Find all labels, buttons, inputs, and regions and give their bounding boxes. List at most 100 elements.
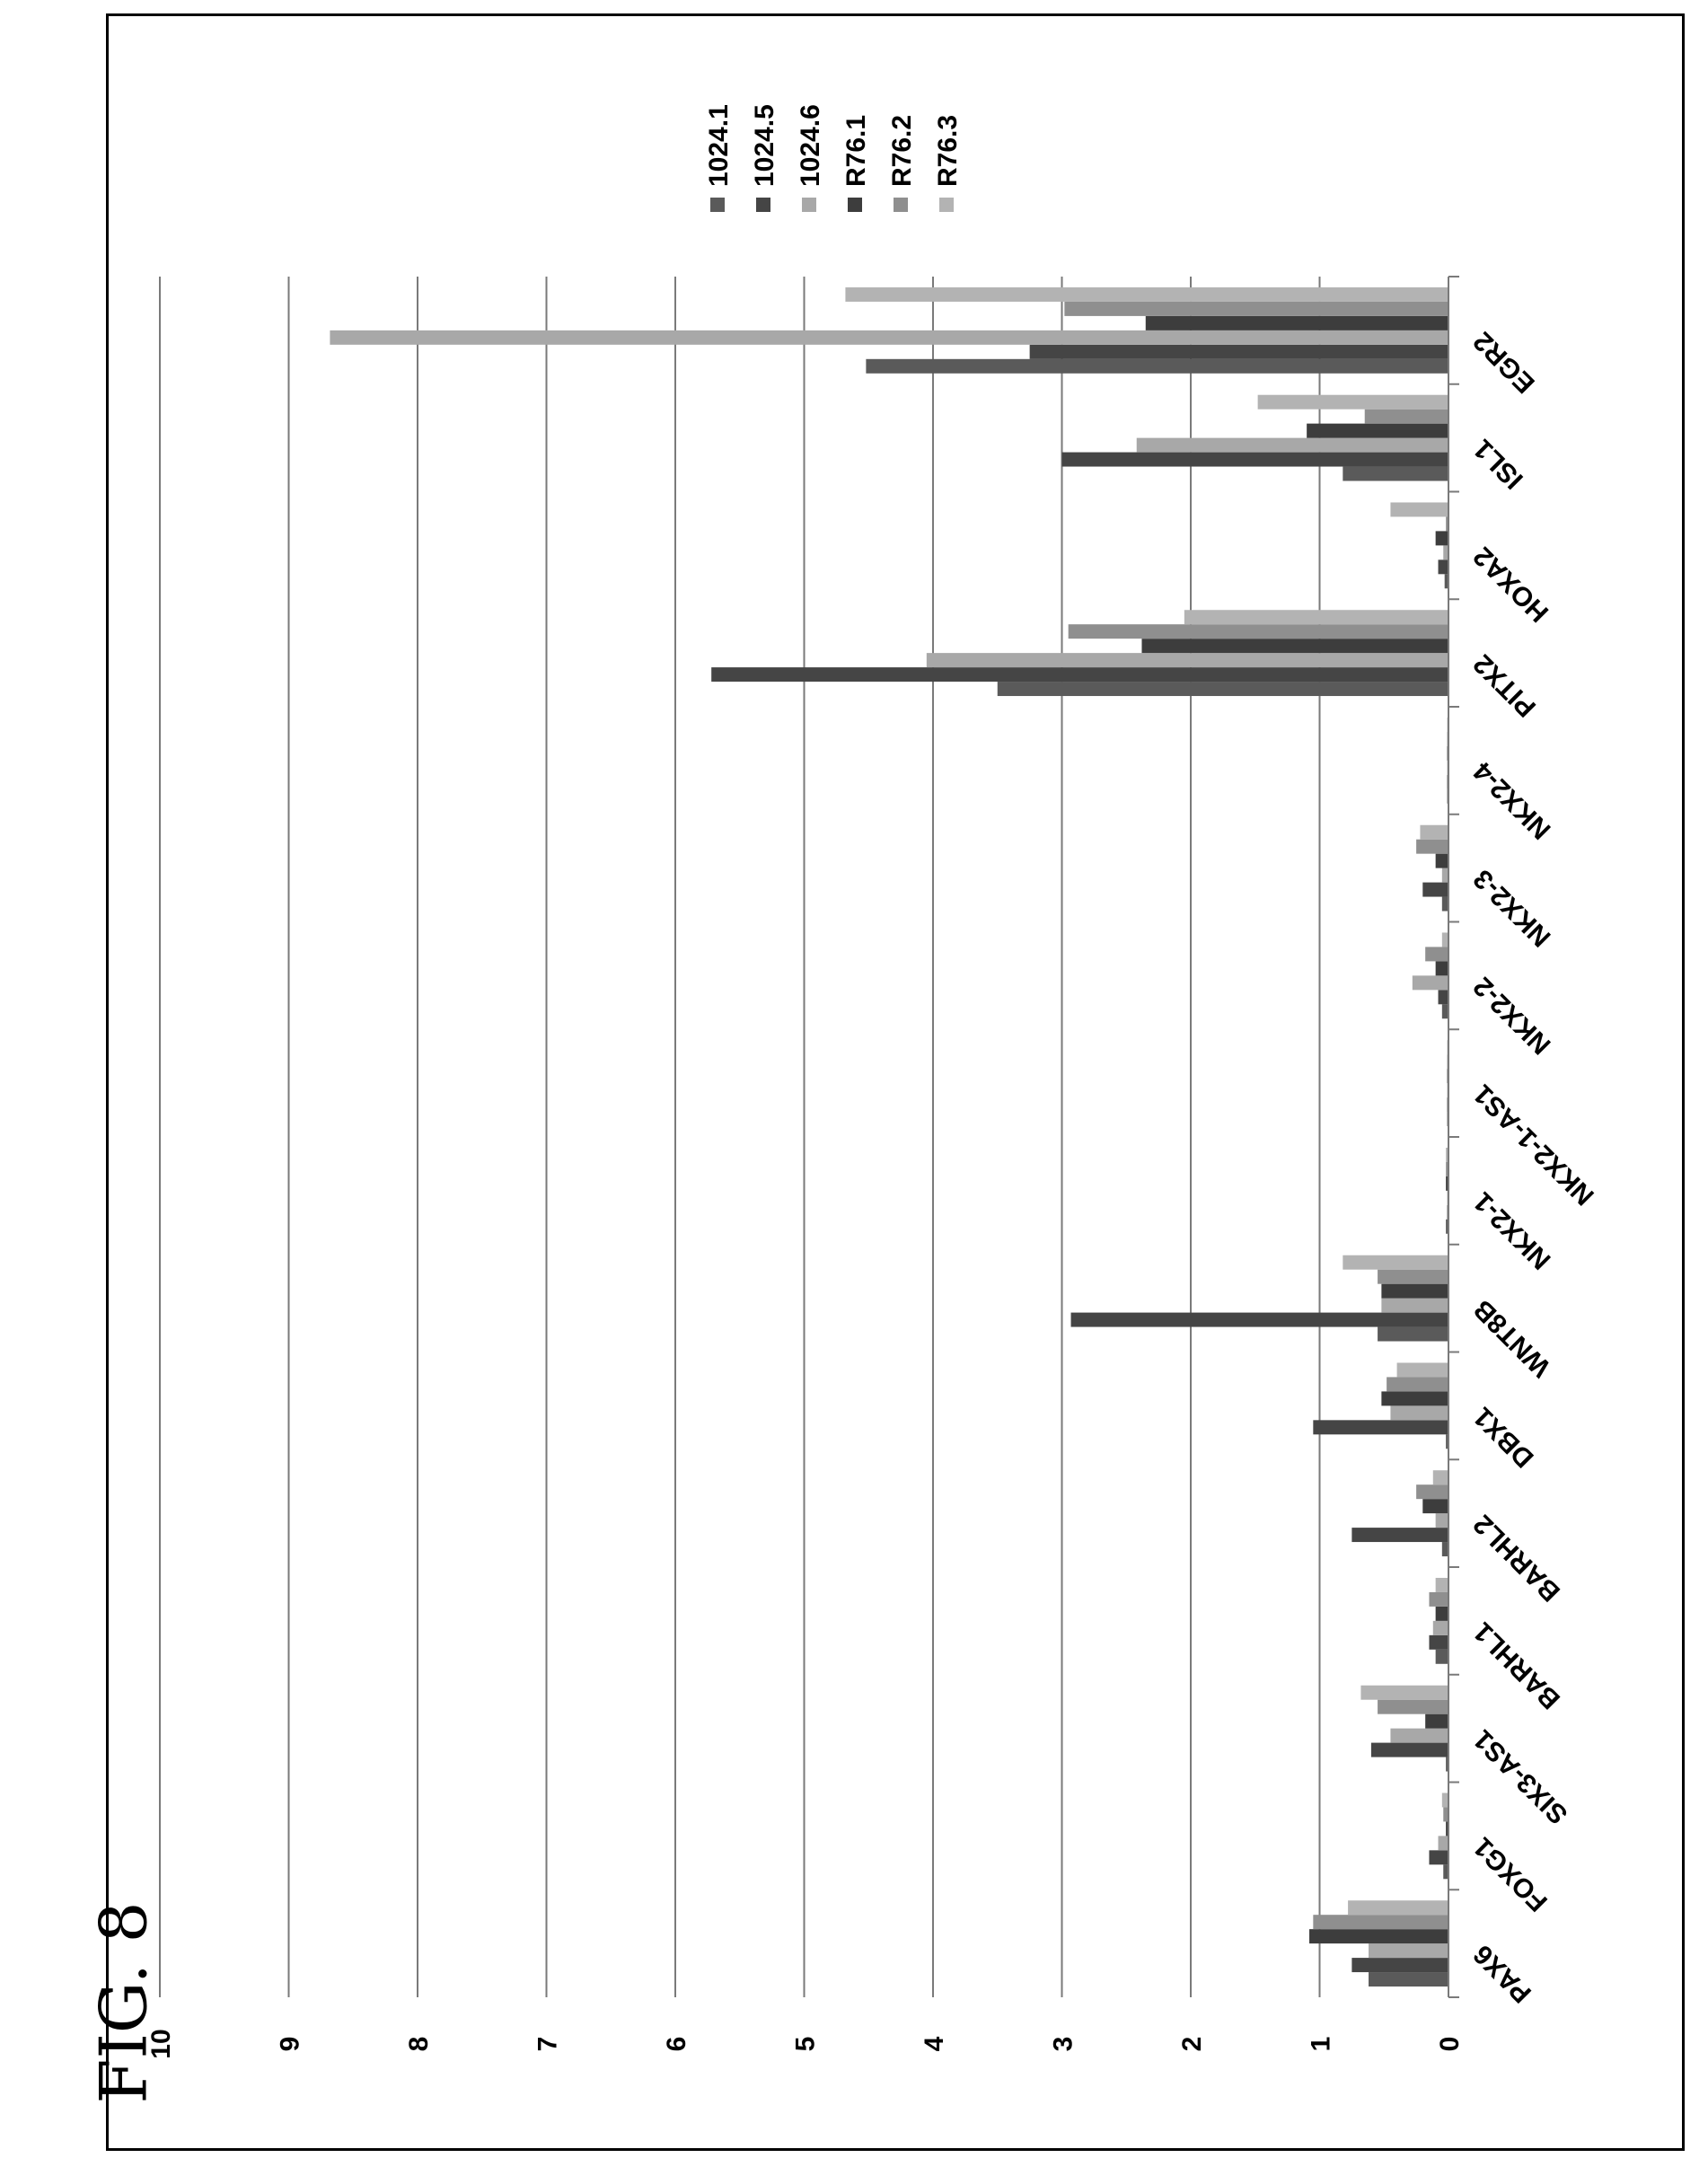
bar-R76.1-BARHL1 xyxy=(1435,1606,1448,1621)
bar-1024.6-PAX6 xyxy=(1369,1943,1448,1959)
bar-R76.1-SIX3-AS1 xyxy=(1425,1713,1448,1729)
bar-R76.2-FOXG1 xyxy=(1443,1807,1448,1822)
bar-R76.2-NKX2-2 xyxy=(1425,947,1448,962)
bar-1024.6-NKX2-2 xyxy=(1412,975,1448,991)
legend-swatch xyxy=(756,198,770,212)
bar-R76.1-WNT8B xyxy=(1381,1283,1448,1299)
legend-swatch xyxy=(939,198,954,212)
bar-1024.5-DBX1 xyxy=(1313,1420,1448,1435)
bar-1024.6-WNT8B xyxy=(1381,1298,1448,1313)
bar-R76.3-EGR2 xyxy=(845,286,1448,302)
bar-1024.1-HOXA2 xyxy=(1444,574,1448,589)
bar-1024.6-PITX2 xyxy=(926,653,1448,668)
bar-1024.6-DBX1 xyxy=(1390,1405,1448,1421)
legend-label: 1024.5 xyxy=(750,104,779,187)
bar-R76.3-NKX2-1 xyxy=(1446,1147,1448,1162)
legend-swatch xyxy=(802,198,816,212)
bar-1024.5-NKX2-3 xyxy=(1422,882,1448,897)
bar-R76.3-NKX2-3 xyxy=(1420,824,1448,840)
bar-1024.6-FOXG1 xyxy=(1438,1836,1448,1851)
bar-R76.3-HOXA2 xyxy=(1390,502,1448,517)
value-tick-label: 8 xyxy=(404,2037,434,2052)
bar-1024.5-HOXA2 xyxy=(1438,559,1448,575)
bar-1024.1-BARHL1 xyxy=(1435,1649,1448,1664)
category-label: PITX2 xyxy=(1468,648,1542,722)
category-label: NKX2-1 xyxy=(1468,1186,1557,1275)
legend-label: 1024.6 xyxy=(796,104,825,187)
category-label: EGR2 xyxy=(1468,326,1541,399)
bar-1024.1-ISL1 xyxy=(1343,466,1448,481)
bar-R76.3-WNT8B xyxy=(1343,1255,1448,1270)
legend-label: R76.2 xyxy=(887,115,917,187)
bar-R76.2-ISL1 xyxy=(1364,409,1448,424)
bar-1024.1-EGR2 xyxy=(866,358,1448,374)
category-label: ISL1 xyxy=(1468,434,1529,495)
bar-R76.3-ISL1 xyxy=(1257,394,1448,410)
legend: 1024.1 1024.5 1024.6 R76.1 R76.2 R76.3 xyxy=(704,104,963,212)
category-label: DBX1 xyxy=(1468,1401,1540,1473)
bar-1024.1-PAX6 xyxy=(1369,1972,1448,1987)
value-tick-label: 3 xyxy=(1049,2037,1079,2052)
value-tick-label: 7 xyxy=(533,2037,563,2052)
bar-1024.1-NKX2-1 xyxy=(1446,1219,1448,1234)
bar-R76.2-PITX2 xyxy=(1068,624,1448,639)
bar-1024.1-DBX1 xyxy=(1446,1434,1448,1449)
bar-R76.2-DBX1 xyxy=(1387,1377,1448,1392)
bar-R76.1-BARHL2 xyxy=(1422,1499,1448,1514)
bar-R76.3-PAX6 xyxy=(1348,1900,1448,1916)
bar-R76.1-NKX2-1 xyxy=(1446,1176,1448,1191)
bar-1024.5-EGR2 xyxy=(1029,344,1448,359)
bar-R76.3-DBX1 xyxy=(1396,1362,1448,1378)
legend-label: R76.1 xyxy=(841,115,871,187)
bar-R76.3-PITX2 xyxy=(1184,610,1448,625)
bar-1024.6-HOXA2 xyxy=(1443,545,1448,560)
category-label: NKX2-3 xyxy=(1468,864,1557,953)
bar-R76.2-EGR2 xyxy=(1064,301,1448,316)
bar-R76.3-NKX2-2 xyxy=(1441,932,1448,947)
bar-R76.2-SIX3-AS1 xyxy=(1378,1699,1448,1714)
category-label: FOXG1 xyxy=(1468,1831,1554,1916)
category-label: NKX2-4 xyxy=(1467,756,1556,845)
category-label: PAX6 xyxy=(1468,1939,1537,2008)
bar-R76.2-BARHL2 xyxy=(1416,1484,1448,1500)
bar-R76.1-NKX2-2 xyxy=(1435,961,1448,976)
value-tick-label: 0 xyxy=(1435,2037,1465,2052)
bar-1024.5-BARHL2 xyxy=(1351,1528,1448,1543)
bar-1024.5-NKX2-2 xyxy=(1438,990,1448,1005)
legend-label: 1024.1 xyxy=(704,104,734,187)
bar-1024.5-FOXG1 xyxy=(1429,1850,1448,1865)
bar-R76.3-SIX3-AS1 xyxy=(1360,1685,1448,1700)
category-label: WNT8B xyxy=(1468,1294,1557,1383)
bar-R76.3-FOXG1 xyxy=(1441,1793,1448,1808)
bar-R76.1-FOXG1 xyxy=(1446,1821,1448,1837)
bar-R76.1-PAX6 xyxy=(1309,1929,1448,1944)
category-label: BARHL2 xyxy=(1468,1509,1566,1607)
bar-1024.1-NKX2-3 xyxy=(1441,896,1448,912)
bar-R76.2-NKX2-3 xyxy=(1416,839,1448,854)
value-tick-label: 9 xyxy=(276,2037,305,2052)
category-label: HOXA2 xyxy=(1468,541,1554,627)
legend-swatch xyxy=(894,198,908,212)
bars xyxy=(330,286,1448,1987)
bar-1024.6-EGR2 xyxy=(330,330,1448,345)
category-label: BARHL1 xyxy=(1468,1616,1566,1714)
bar-R76.1-DBX1 xyxy=(1381,1391,1448,1406)
bar-1024.5-BARHL1 xyxy=(1429,1634,1448,1650)
bar-R76.1-NKX2-3 xyxy=(1435,853,1448,868)
bar-1024.1-BARHL2 xyxy=(1441,1542,1448,1557)
legend-swatch xyxy=(710,198,725,212)
bar-1024.1-NKX2-2 xyxy=(1441,1004,1448,1019)
bar-R76.1-ISL1 xyxy=(1307,423,1448,438)
bar-1024.6-NKX2-3 xyxy=(1441,868,1448,883)
bar-1024.1-SIX3-AS1 xyxy=(1446,1757,1448,1772)
bar-1024.5-PAX6 xyxy=(1351,1958,1448,1973)
bar-R76.3-BARHL2 xyxy=(1432,1470,1448,1485)
bar-R76.2-BARHL1 xyxy=(1429,1591,1448,1607)
bar-1024.6-SIX3-AS1 xyxy=(1390,1728,1448,1743)
value-tick-label: 5 xyxy=(791,2037,821,2052)
value-tick-label: 4 xyxy=(920,2036,949,2051)
bar-R76.3-BARHL1 xyxy=(1435,1577,1448,1592)
value-tick-label: 2 xyxy=(1177,2037,1207,2052)
